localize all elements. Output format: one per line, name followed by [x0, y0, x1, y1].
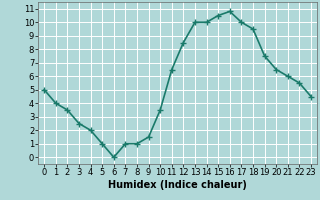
X-axis label: Humidex (Indice chaleur): Humidex (Indice chaleur) — [108, 180, 247, 190]
